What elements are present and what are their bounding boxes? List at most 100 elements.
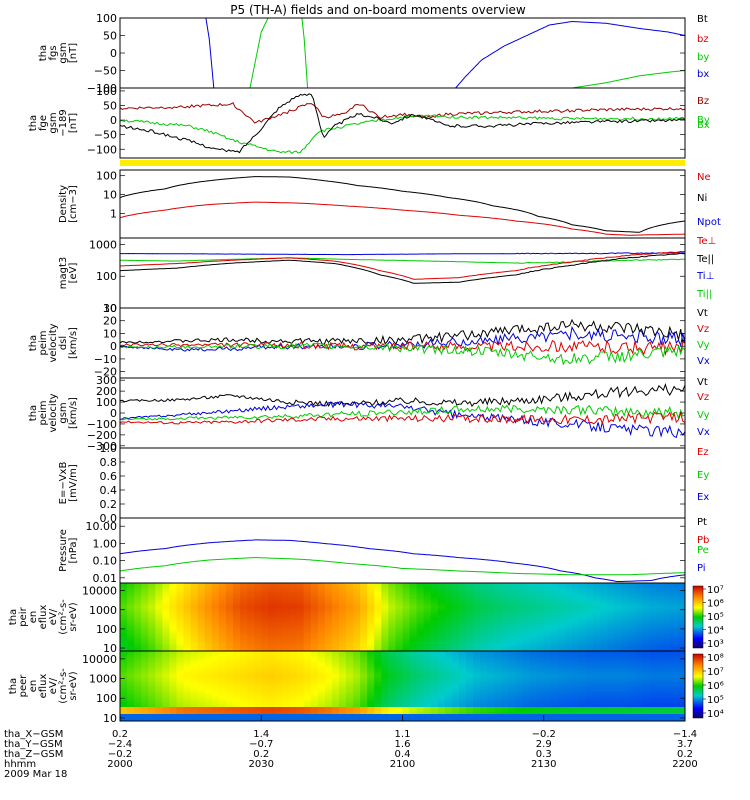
heatmap-cell [204,644,213,648]
heatmap-cell [564,626,573,629]
heatmap-cell [670,617,679,620]
heatmap-cell [275,688,284,692]
heatmap-cell [628,655,637,659]
heatmap-cell [169,648,178,651]
heatmap-cell [459,583,467,586]
heatmap-cell [190,697,199,701]
heatmap-cell [586,658,594,661]
heatmap-cell [254,598,262,602]
y-axis-label: peim [38,330,49,355]
heatmap-cell [183,644,192,648]
heatmap-cell [487,672,495,675]
heatmap-cell [430,688,439,692]
heatmap-cell [176,700,185,703]
heatmap-cell [402,681,411,685]
heatmap-cell [261,641,269,645]
heatmap-cell [190,601,199,604]
heatmap-cell [247,669,255,673]
heatmap-cell [663,662,672,666]
heatmap-cell [296,683,305,687]
heatmap-cell [487,702,495,706]
heatmap-cell [176,665,185,668]
heatmap-cell [374,697,382,701]
heatmap-cell [515,695,524,699]
heatmap-cell [564,619,573,623]
heatmap-cell [303,704,312,708]
y-tick-label: 100 [96,623,117,636]
heatmap-cell [593,641,601,645]
heatmap-cell [494,603,502,607]
heatmap-cell [331,648,340,651]
heatmap-cell [451,594,460,598]
heatmap-cell [635,693,644,696]
heatmap-cell [586,589,594,593]
heatmap-cell [409,690,418,694]
heatmap-cell [211,709,220,713]
heatmap-cell [120,714,128,717]
heatmap-cell [529,697,538,701]
heatmap-cell [162,592,171,595]
heatmap-cell [430,718,439,721]
heatmap-cell [374,660,382,664]
heatmap-cell [310,665,319,668]
heatmap-cell [282,709,291,713]
heatmap-cell [621,672,630,675]
heatmap-cell [247,711,255,715]
heatmap-cell [579,610,587,614]
heatmap-cell [586,628,594,632]
heatmap-cell [557,681,566,685]
heatmap-cell [296,605,305,609]
heatmap-cell [324,669,333,673]
heatmap-cell [642,607,651,611]
heatmap-cell [466,628,474,632]
heatmap-cell [564,651,573,654]
heatmap-cell [247,607,255,611]
heatmap-cell [423,660,432,664]
heatmap-cell [183,646,192,650]
heatmap-cell [296,697,305,701]
heatmap-cell [388,651,397,654]
heatmap-cell [416,641,425,645]
heatmap-cell [515,669,524,673]
heatmap-cell [346,598,354,602]
heatmap-cell [501,626,510,629]
heatmap-cell [353,617,361,620]
heatmap-cell [416,688,425,692]
heatmap-cell [395,612,404,616]
heatmap-cell [310,589,319,593]
heatmap-cell [663,711,672,715]
heatmap-cell [572,669,580,673]
heatmap-cell [381,700,389,703]
heatmap-cell [254,690,262,694]
heatmap-cell [508,648,517,651]
heatmap-cell [557,651,566,654]
heatmap-cell [409,695,418,699]
heatmap-cell [395,617,404,620]
heatmap-cell [529,667,538,671]
heatmap-cell [310,585,319,589]
heatmap-cell [430,697,439,701]
heatmap-cell [275,669,284,673]
heatmap-cell [614,714,623,717]
heatmap-cell [141,718,149,721]
heatmap-cell [444,686,453,689]
heatmap-cell [466,637,474,641]
heatmap-cell [409,601,418,604]
heatmap-cell [437,623,446,627]
heatmap-cell [395,683,404,687]
heatmap-cell [169,635,178,638]
heatmap-cell [395,628,404,632]
heatmap-cell [451,585,460,589]
heatmap-cell [275,707,284,710]
heatmap-cell [225,693,234,696]
heatmap-cell [282,594,291,598]
heatmap-cell [353,714,361,717]
heatmap-cell [261,702,269,706]
heatmap-cell [141,697,149,701]
heatmap-cell [388,648,397,651]
heatmap-cell [579,683,587,687]
heatmap-cell [628,683,637,687]
heatmap-cell [444,605,453,609]
y-tick-label: 10000 [82,585,117,598]
heatmap-cell [529,592,538,595]
